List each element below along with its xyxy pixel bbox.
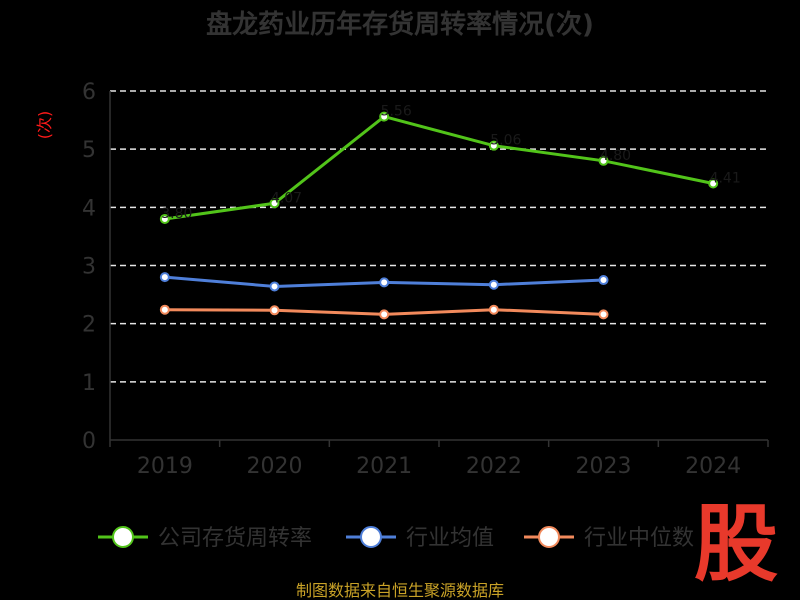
data-point[interactable] <box>159 213 170 224</box>
legend-label: 行业中位数 <box>584 526 694 551</box>
data-point[interactable] <box>379 277 390 288</box>
legend-swatch-marker <box>112 526 134 548</box>
legend-swatch-marker <box>538 526 560 548</box>
x-tick-label: 2019 <box>137 454 193 479</box>
data-point[interactable] <box>598 309 609 320</box>
x-tick-label: 2020 <box>247 454 303 479</box>
chart-title: 盘龙药业历年存货周转率情况(次) <box>206 9 594 40</box>
data-label: 3.80 <box>161 206 192 222</box>
data-point[interactable] <box>488 279 499 290</box>
data-point[interactable] <box>269 305 280 316</box>
data-point[interactable] <box>598 155 609 166</box>
data-label: 5.56 <box>381 104 412 120</box>
data-point[interactable] <box>379 111 390 122</box>
y-tick-label: 1 <box>82 371 96 396</box>
y-tick-label: 4 <box>82 196 96 221</box>
x-tick-label: 2021 <box>356 454 412 479</box>
data-point[interactable] <box>379 309 390 320</box>
data-label: 4.07 <box>271 190 302 206</box>
source-note: 制图数据来自恒生聚源数据库 <box>296 581 504 600</box>
data-point[interactable] <box>488 140 499 151</box>
y-axis-unit: (次) <box>35 111 54 140</box>
y-tick-label: 6 <box>82 80 96 105</box>
data-point[interactable] <box>488 304 499 315</box>
data-point[interactable] <box>269 198 280 209</box>
legend[interactable]: 公司存货周转率 行业均值 行业中位数 <box>98 526 694 551</box>
series-group: 3.80 4.07 5.56 5.06 4.80 4.41 <box>159 104 741 320</box>
legend-label: 公司存货周转率 <box>158 526 312 551</box>
data-label: 5.06 <box>490 133 521 149</box>
series-1 <box>159 272 609 292</box>
y-tick-label: 2 <box>82 313 96 338</box>
y-tick-label: 0 <box>82 429 96 454</box>
legend-item[interactable]: 公司存货周转率 <box>98 526 312 551</box>
data-point[interactable] <box>708 178 719 189</box>
data-label: 4.80 <box>600 148 631 164</box>
legend-swatch-marker <box>360 526 382 548</box>
legend-item[interactable]: 行业中位数 <box>524 526 694 551</box>
data-point[interactable] <box>598 275 609 286</box>
data-point[interactable] <box>159 272 170 283</box>
logo-gu-icon: 股 <box>693 495 778 593</box>
series-0: 3.80 4.07 5.56 5.06 4.80 4.41 <box>159 104 741 224</box>
x-tick-label: 2022 <box>466 454 522 479</box>
legend-item[interactable]: 行业均值 <box>346 526 494 551</box>
data-point[interactable] <box>159 304 170 315</box>
data-label: 4.41 <box>710 170 741 186</box>
series-line <box>164 115 714 221</box>
gridlines <box>110 90 768 383</box>
legend-label: 行业均值 <box>406 526 494 551</box>
x-tick-label: 2024 <box>685 454 741 479</box>
y-tick-label: 5 <box>82 138 96 163</box>
x-tick-label: 2023 <box>576 454 632 479</box>
y-tick-label: 3 <box>82 255 96 280</box>
axes: 0 1 2 3 4 5 6 2019 2020 2021 2022 2023 2024 <box>82 80 769 479</box>
series-2 <box>159 304 609 320</box>
data-point[interactable] <box>269 281 280 292</box>
